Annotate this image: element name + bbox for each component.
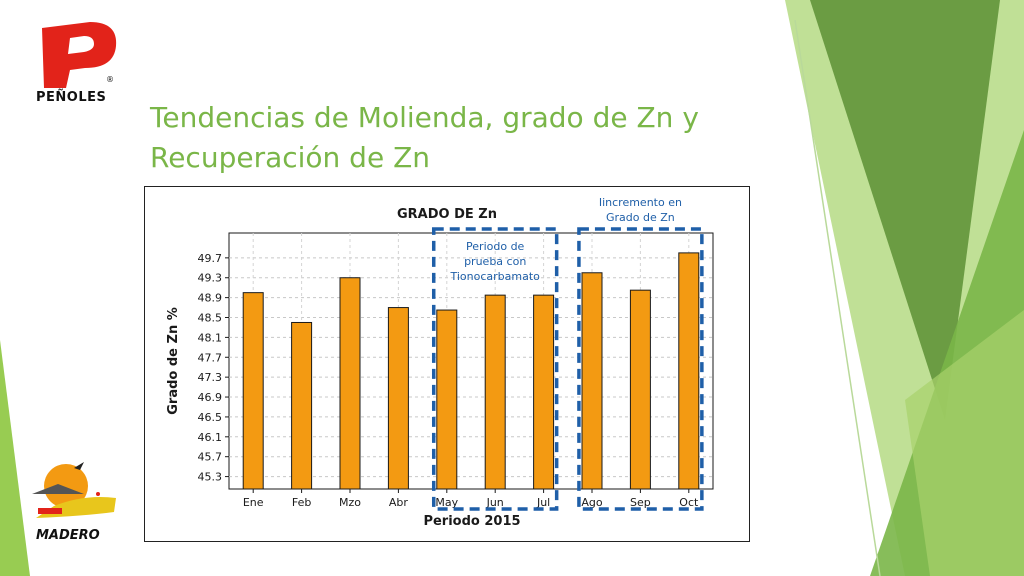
bar-mzo: [339, 277, 361, 490]
x-tick-label: Feb: [292, 496, 311, 509]
logo-top-text: PEÑOLES: [36, 90, 107, 105]
x-tick-label: Jun: [486, 496, 504, 509]
green-shape-4: [905, 310, 1024, 576]
slide-title: Tendencias de Molienda, grado de Zn y Re…: [150, 101, 699, 174]
x-tick-label: Mzo: [339, 496, 361, 509]
bar-may: [436, 309, 458, 490]
logo-bottom-text: MADERO: [36, 528, 100, 543]
annotation-text-1: Periodo de prueba con Tionocarbamato: [449, 240, 540, 283]
x-tick-label: Sep: [630, 496, 651, 509]
y-tick-label: 45.3: [198, 471, 223, 484]
y-tick-label: 47.3: [198, 371, 223, 384]
y-tick-label: 48.1: [198, 331, 223, 344]
grado-zn-chart: GRADO DE Zn Periodo 2015 Grado de Zn % 4…: [166, 196, 714, 529]
green-shape-2: [810, 0, 1000, 420]
y-tick-label: 45.7: [198, 451, 223, 464]
madero-logo: MADERO: [24, 458, 124, 548]
bar-oct: [678, 252, 700, 490]
x-tick-label: Jul: [536, 496, 550, 509]
chart-title: GRADO DE Zn: [397, 207, 497, 222]
green-shape-5: [0, 340, 30, 576]
bar-ene: [242, 292, 264, 490]
bar-abr: [387, 307, 409, 490]
bar-feb: [291, 321, 313, 490]
annotation-box-1: [431, 227, 559, 511]
y-tick-label: 49.3: [198, 272, 223, 285]
y-tick-label: 46.5: [198, 411, 223, 424]
bar-ago: [581, 272, 603, 490]
x-tick-label: May: [435, 496, 458, 509]
deco-line: [794, 19, 881, 576]
bar-jun: [484, 294, 506, 490]
x-tick-label: Ago: [581, 496, 603, 509]
y-tick-label: 46.9: [198, 391, 223, 404]
x-tick-label: Ene: [243, 496, 264, 509]
chart-frame: GRADO DE Zn Periodo 2015 Grado de Zn % 4…: [144, 186, 750, 542]
y-axis-label: Grado de Zn %: [166, 307, 181, 415]
x-tick-label: Oct: [679, 496, 699, 509]
y-tick-label: 47.7: [198, 351, 223, 364]
y-tick-label: 46.1: [198, 431, 223, 444]
x-tick-label: Abr: [389, 496, 409, 509]
x-axis-label: Periodo 2015: [423, 514, 520, 529]
y-tick-label: 49.7: [198, 252, 223, 265]
bar-jul: [533, 294, 555, 490]
y-tick-label: 48.5: [198, 312, 223, 325]
annotation-box-2: [577, 227, 704, 511]
svg-text:®: ®: [106, 75, 114, 84]
bar-sep: [629, 289, 651, 490]
y-tick-label: 48.9: [198, 292, 223, 305]
annotation-text-2: Iincremento en Grado de Zn: [599, 196, 682, 224]
penoles-logo: ® PEÑOLES: [30, 18, 120, 108]
